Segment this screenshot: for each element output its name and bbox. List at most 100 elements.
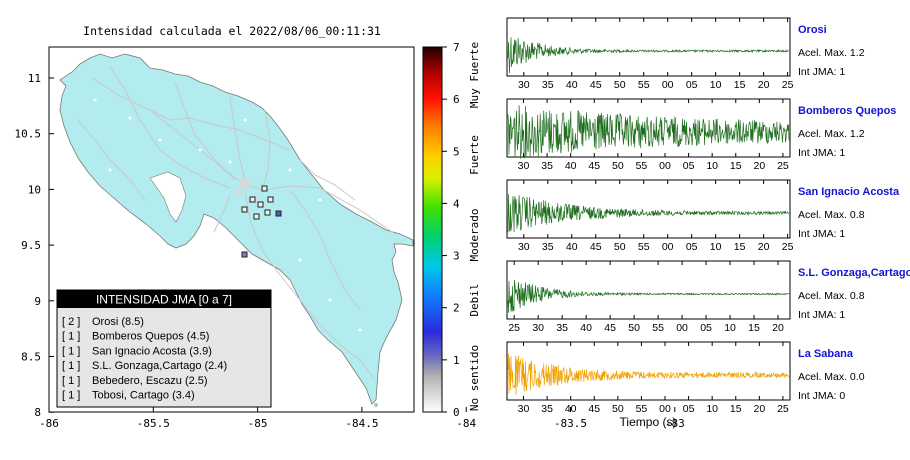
trace-x-tick-label: 55 xyxy=(652,322,664,334)
legend-row-code: [ 1 ] xyxy=(62,390,80,402)
trace-x-tick-label: 25 xyxy=(777,403,789,415)
legend-row-label: San Ignacio Acosta (3.9) xyxy=(92,345,212,357)
trace-x-tick-label: 40 xyxy=(565,403,577,415)
trace-panel: 25 30 35 40 45 50 55 00 05 10 15 20 S.L. Gonzaga,Car… xyxy=(506,260,910,334)
trace-waveform xyxy=(507,194,790,233)
trace-x-tick-label: 50 xyxy=(612,160,624,172)
map-y-tick-label: 9.5 xyxy=(21,239,41,252)
legend-row-label: Bomberos Quepos (4.5) xyxy=(92,331,209,343)
trace-jma-intensity: Int JMA: 0 xyxy=(798,390,845,402)
trace-waveform xyxy=(507,105,790,159)
costa-rica-landmass xyxy=(59,53,414,405)
legend-row-code: [ 1 ] xyxy=(62,331,80,343)
trace-x-tick-label: 10 xyxy=(724,322,736,334)
colorbar-tick-label: 1 xyxy=(453,354,460,367)
trace-x-tick-label: 55 xyxy=(638,79,650,91)
legend-row-code: [ 2 ] xyxy=(62,316,80,328)
trace-max-accel: Acel. Max. 1.2 xyxy=(798,47,865,59)
map-y-tick-label: 8.5 xyxy=(21,351,41,364)
trace-jma-intensity: Int JMA: 1 xyxy=(798,228,845,240)
trace-x-tick-label: 05 xyxy=(686,79,698,91)
trace-station-name: San Ignacio Acosta xyxy=(798,186,900,198)
trace-x-tick-label: 15 xyxy=(730,403,742,415)
trace-x-tick-label: 20 xyxy=(753,160,765,172)
trace-x-tick-label: 30 xyxy=(532,322,544,334)
trace-x-tick-label: 45 xyxy=(604,322,616,334)
trace-max-accel: Acel. Max. 0.8 xyxy=(798,290,865,302)
trace-x-tick-label: 50 xyxy=(614,79,626,91)
intensity-legend: INTENSIDAD JMA [0 a 7] [ 2 ] Orosi (8.5) [… xyxy=(56,289,272,408)
trace-x-tick-label: 45 xyxy=(590,241,602,253)
legend-title: INTENSIDAD JMA [0 a 7] xyxy=(96,293,232,307)
trace-station-name: Orosi xyxy=(798,24,827,36)
trace-x-tick-label: 20 xyxy=(758,241,770,253)
trace-panel: 30 35 40 45 50 55 00 05 10 15 20 25 Bomberos Quepos A… xyxy=(506,98,896,172)
trace-x-tick-label: 05 xyxy=(700,322,712,334)
legend-row-code: [ 1 ] xyxy=(62,375,80,387)
trace-x-tick-label: 10 xyxy=(706,403,718,415)
trace-x-tick-label: 45 xyxy=(588,403,600,415)
trace-x-tick-label: 55 xyxy=(636,160,648,172)
colorbar-tick-label: 2 xyxy=(453,302,460,315)
colorbar-tick-label: 4 xyxy=(453,197,460,210)
trace-x-tick-label: 30 xyxy=(518,160,530,172)
trace-x-tick-label: 50 xyxy=(612,403,624,415)
trace-frame xyxy=(506,17,791,77)
trace-frame xyxy=(506,341,791,401)
colorbar-labels: Muy Fuerte Fuerte Moderado Debil No sentido xyxy=(468,42,481,411)
trace-x-tick-label: 40 xyxy=(565,160,577,172)
colorbar-label: Debil xyxy=(468,283,481,316)
trace-x-tick-label: 25 xyxy=(782,241,794,253)
trace-x-tick-label: 50 xyxy=(628,322,640,334)
trace-x-tick-label: 55 xyxy=(636,403,648,415)
colorbar-tick-label: 5 xyxy=(453,145,460,158)
legend-title-bar xyxy=(57,290,271,308)
legend-box xyxy=(56,289,272,408)
trace-x-tick-label: 55 xyxy=(638,241,650,253)
map-y-axis: 11 10.5 10 9.5 9 8.5 8 xyxy=(15,72,54,419)
nicoya-gulf xyxy=(149,171,187,223)
map-x-axis: -86 -85.5 -85 -84.5 -84 -83.5 -83 xyxy=(39,407,685,430)
trace-x-tick-label: 45 xyxy=(588,160,600,172)
trace-waveform xyxy=(507,353,790,396)
map-x-tick-label: -85 xyxy=(248,417,268,430)
map-y-tick-label: 9 xyxy=(34,295,41,308)
colorbar: 7 6 5 4 3 2 1 0 Muy Fuerte Fuerte Moderado Debil No… xyxy=(422,41,481,419)
map-x-tick-label: -85.5 xyxy=(137,417,170,430)
legend-row-label: Orosi (8.5) xyxy=(92,316,144,328)
trace-x-tick-label: 00 xyxy=(662,79,674,91)
trace-frame xyxy=(506,260,791,320)
trace-x-tick-label: 10 xyxy=(706,160,718,172)
trace-x-tick-label: 20 xyxy=(772,322,784,334)
colorbar-label: Muy Fuerte xyxy=(468,42,481,108)
map-x-tick-label: -83.5 xyxy=(554,417,587,430)
station-markers xyxy=(93,98,378,407)
map-y-tick-label: 11 xyxy=(28,72,41,85)
trace-jma-intensity: Int JMA: 1 xyxy=(798,66,845,78)
map-plot: -86 -85.5 -85 -84.5 -84 -83.5 -83 1110.5109.59… xyxy=(15,46,685,430)
map-x-tick-label: -84 xyxy=(456,417,476,430)
map-x-tick-label: -86 xyxy=(39,417,59,430)
trace-x-tick-label: 15 xyxy=(748,322,760,334)
trace-x-tick-label: 30 xyxy=(518,79,530,91)
colorbar-tick-label: 0 xyxy=(453,406,460,419)
trace-x-tick-label: 30 xyxy=(518,403,530,415)
trace-x-tick-label: 30 xyxy=(518,241,530,253)
map-title: Intensidad calculada el 2022/08/06_00:11… xyxy=(83,24,381,38)
colorbar-label: No sentido xyxy=(468,345,481,411)
trace-waveform xyxy=(507,279,790,313)
colorbar-label: Fuerte xyxy=(468,135,481,175)
trace-jma-intensity: Int JMA: 1 xyxy=(798,147,845,159)
trace-x-tick-label: 00 xyxy=(662,241,674,253)
trace-station-name: S.L. Gonzaga,Cartago xyxy=(798,267,910,279)
map-x-tick-label: -83 xyxy=(665,417,685,430)
trace-max-accel: Acel. Max. 0.0 xyxy=(798,371,865,383)
trace-x-tick-label: 15 xyxy=(730,160,742,172)
road-network xyxy=(77,65,396,381)
legend-row-label: S.L. Gonzaga,Cartago (2.4) xyxy=(92,360,227,372)
trace-x-tick-label: 05 xyxy=(683,160,695,172)
trace-x-tick-label: 00 xyxy=(659,403,671,415)
trace-x-tick-label: 00 xyxy=(659,160,671,172)
map-x-tick-label: -84.5 xyxy=(345,417,378,430)
trace-jma-intensity: Int JMA: 1 xyxy=(798,309,845,321)
